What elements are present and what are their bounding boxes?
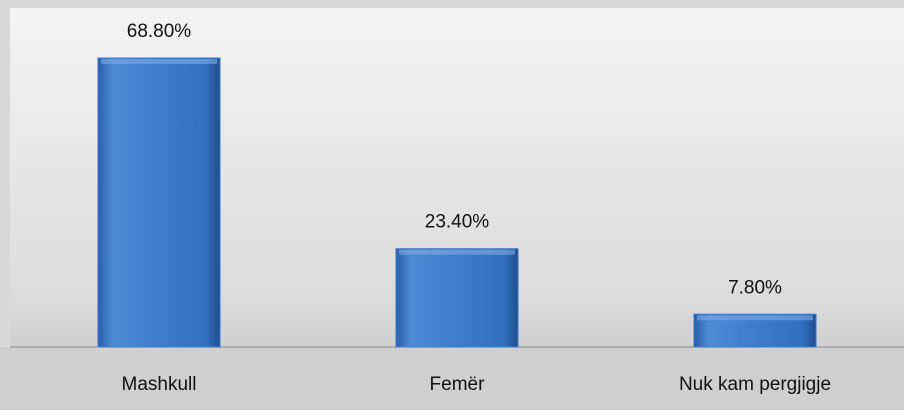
bar: [97, 57, 221, 348]
bar-highlight: [101, 59, 217, 65]
value-label: 7.80%: [728, 277, 782, 298]
value-label: 68.80%: [127, 21, 192, 42]
bar: [395, 248, 519, 348]
x-tick-label: Mashkull: [122, 374, 197, 395]
bar-highlight: [697, 315, 813, 321]
value-label: 23.40%: [425, 212, 490, 233]
axis-band: [0, 347, 904, 410]
x-tick-label: Femër: [430, 374, 486, 395]
bar-highlight: [399, 249, 515, 255]
x-tick-label: Nuk kam pergjigje: [679, 374, 831, 395]
